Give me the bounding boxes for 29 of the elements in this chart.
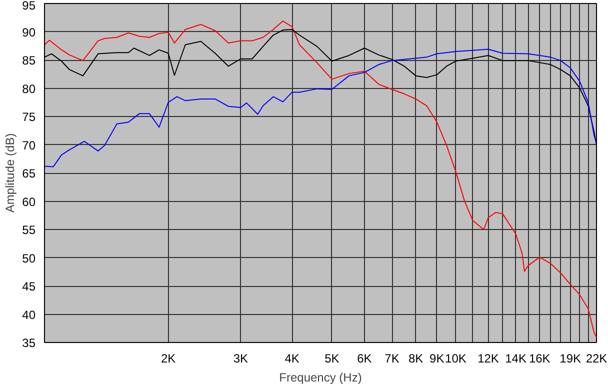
x-tick-label: 22K	[586, 352, 608, 366]
x-axis-title: Frequency (Hz)	[279, 370, 362, 384]
x-tick-label: 2K	[160, 352, 176, 366]
y-tick-label: 90	[22, 25, 36, 40]
y-tick-label: 45	[22, 280, 36, 294]
y-tick-label: 60	[22, 194, 36, 209]
x-tick-label: 12K	[478, 352, 499, 366]
x-tick-label: 14K	[505, 352, 526, 366]
x-tick-label: 10K	[445, 352, 466, 366]
y-tick-label: 55	[22, 223, 36, 237]
x-tick-label: 4K	[284, 352, 300, 366]
y-tick-label: 35	[22, 336, 36, 350]
y-tick-label: 40	[22, 308, 36, 322]
y-axis-title: Amplitude (dB)	[3, 133, 18, 213]
y-tick-label: 65	[22, 166, 36, 180]
y-tick-label: 50	[22, 251, 36, 266]
x-tick-label: 9K	[430, 352, 444, 366]
x-tick-label: 16K	[528, 352, 550, 366]
x-tick-label: 6K	[357, 352, 372, 366]
x-tick-label: 3K	[233, 352, 248, 366]
y-tick-label: 75	[22, 110, 36, 124]
y-tick-label: 80	[22, 82, 36, 96]
x-tick-label: 8K	[408, 352, 424, 366]
x-tick-label: 19K	[560, 352, 582, 366]
y-tick-label: 70	[22, 138, 36, 152]
y-tick-label: 85	[22, 54, 36, 68]
x-tick-label: 5K	[324, 352, 340, 366]
y-tick-label: 95	[22, 0, 36, 12]
x-tick-label: 7K	[384, 352, 400, 366]
